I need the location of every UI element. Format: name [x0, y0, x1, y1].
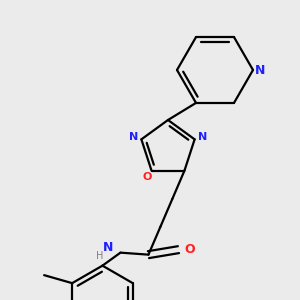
Text: H: H: [96, 251, 103, 261]
Text: N: N: [129, 132, 138, 142]
Text: N: N: [255, 64, 265, 76]
Text: N: N: [198, 132, 207, 142]
Text: O: O: [143, 172, 152, 182]
Text: N: N: [103, 241, 114, 254]
Text: O: O: [184, 243, 195, 256]
